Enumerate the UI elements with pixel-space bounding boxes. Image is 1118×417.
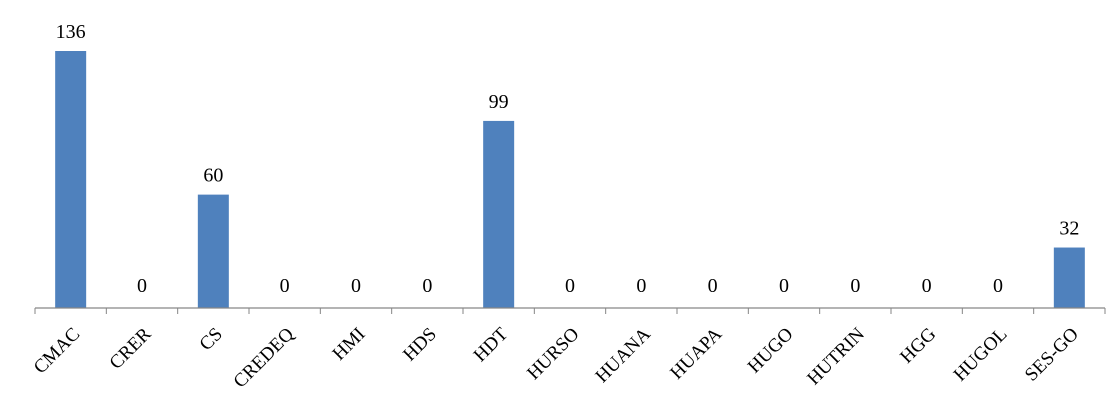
tick-label-hds: HDS <box>399 324 441 366</box>
tick-label-huapa: HUAPA <box>666 323 726 383</box>
data-label-huana: 0 <box>636 275 646 297</box>
tick-label-hutrin: HUTRIN <box>803 323 869 389</box>
bar-hdt <box>483 120 515 308</box>
tick-label-credeq: CREDEQ <box>230 323 299 392</box>
bars-layer <box>55 51 1085 308</box>
tick-label-hdt: HDT <box>470 323 513 366</box>
tick-label-crer: CRER <box>106 323 156 373</box>
data-label-hurso: 0 <box>565 275 575 297</box>
tick-label-cmac: CMAC <box>30 324 84 378</box>
data-label-hmi: 0 <box>351 275 361 297</box>
tick-label-hugo: HUGO <box>744 324 798 378</box>
tick-label-hmi: HMI <box>329 324 370 365</box>
data-label-cs: 60 <box>203 165 223 187</box>
bar-cmac <box>55 51 87 308</box>
data-label-ses-go: 32 <box>1059 218 1079 240</box>
data-label-hutrin: 0 <box>850 275 860 297</box>
data-label-cmac: 136 <box>56 21 86 43</box>
data-label-hds: 0 <box>422 275 432 297</box>
data-label-crer: 0 <box>137 275 147 297</box>
data-label-hgg: 0 <box>922 275 932 297</box>
tick-label-hurso: HURSO <box>523 324 583 384</box>
data-label-hugo: 0 <box>779 275 789 297</box>
tick-label-hugol: HUGOL <box>950 324 1012 386</box>
data-label-credeq: 0 <box>280 275 290 297</box>
tick-label-ses-go: SES-GO <box>1021 324 1083 386</box>
bar-ses-go <box>1053 247 1085 308</box>
tick-label-cs: CS <box>196 324 227 355</box>
tick-label-hgg: HGG <box>896 323 940 367</box>
data-label-hdt: 99 <box>489 91 509 113</box>
axis-layer <box>34 307 1106 314</box>
data-labels-layer: 136 0 60 0 0 0 99 0 0 0 0 0 0 0 32 <box>56 21 1080 297</box>
data-label-huapa: 0 <box>708 275 718 297</box>
tick-labels-layer: CMAC CRER CS CREDEQ HMI HDS HDT HURSO HUANA HUAPA… <box>30 323 1083 392</box>
data-label-hugol: 0 <box>993 275 1003 297</box>
tick-label-huana: HUANA <box>592 323 656 387</box>
bar-cs <box>197 194 229 308</box>
